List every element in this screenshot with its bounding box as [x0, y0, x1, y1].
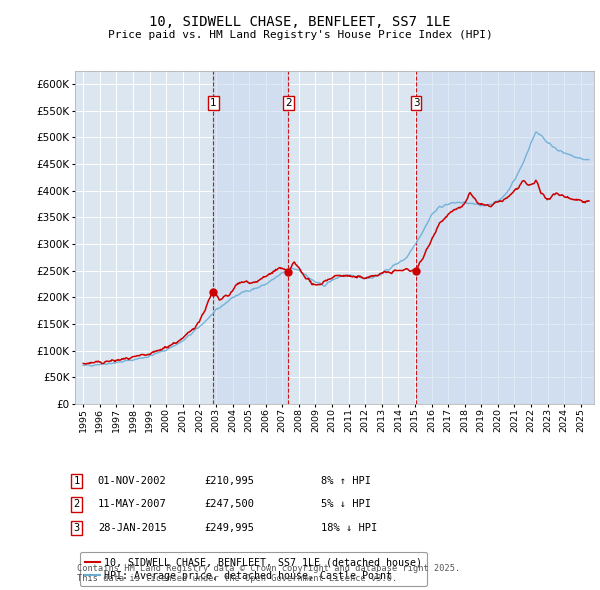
Text: 01-NOV-2002: 01-NOV-2002	[98, 476, 167, 486]
Text: 10, SIDWELL CHASE, BENFLEET, SS7 1LE: 10, SIDWELL CHASE, BENFLEET, SS7 1LE	[149, 15, 451, 29]
Bar	[213, 71, 288, 404]
Text: £249,995: £249,995	[204, 523, 254, 533]
Legend: 10, SIDWELL CHASE, BENFLEET, SS7 1LE (detached house), HPI: Average price, detac: 10, SIDWELL CHASE, BENFLEET, SS7 1LE (de…	[80, 552, 427, 586]
Text: 5% ↓ HPI: 5% ↓ HPI	[321, 500, 371, 509]
Text: 2: 2	[74, 500, 80, 509]
Bar	[416, 71, 594, 404]
Text: 3: 3	[413, 98, 419, 108]
Text: 1: 1	[74, 476, 80, 486]
Text: Price paid vs. HM Land Registry's House Price Index (HPI): Price paid vs. HM Land Registry's House …	[107, 30, 493, 40]
Text: Contains HM Land Registry data © Crown copyright and database right 2025.
This d: Contains HM Land Registry data © Crown c…	[77, 563, 460, 583]
Text: 8% ↑ HPI: 8% ↑ HPI	[321, 476, 371, 486]
Text: 11-MAY-2007: 11-MAY-2007	[98, 500, 167, 509]
Text: 18% ↓ HPI: 18% ↓ HPI	[321, 523, 377, 533]
Text: 2: 2	[285, 98, 292, 108]
Text: £247,500: £247,500	[204, 500, 254, 509]
Text: 3: 3	[74, 523, 80, 533]
Text: 28-JAN-2015: 28-JAN-2015	[98, 523, 167, 533]
Text: £210,995: £210,995	[204, 476, 254, 486]
Text: 1: 1	[210, 98, 217, 108]
